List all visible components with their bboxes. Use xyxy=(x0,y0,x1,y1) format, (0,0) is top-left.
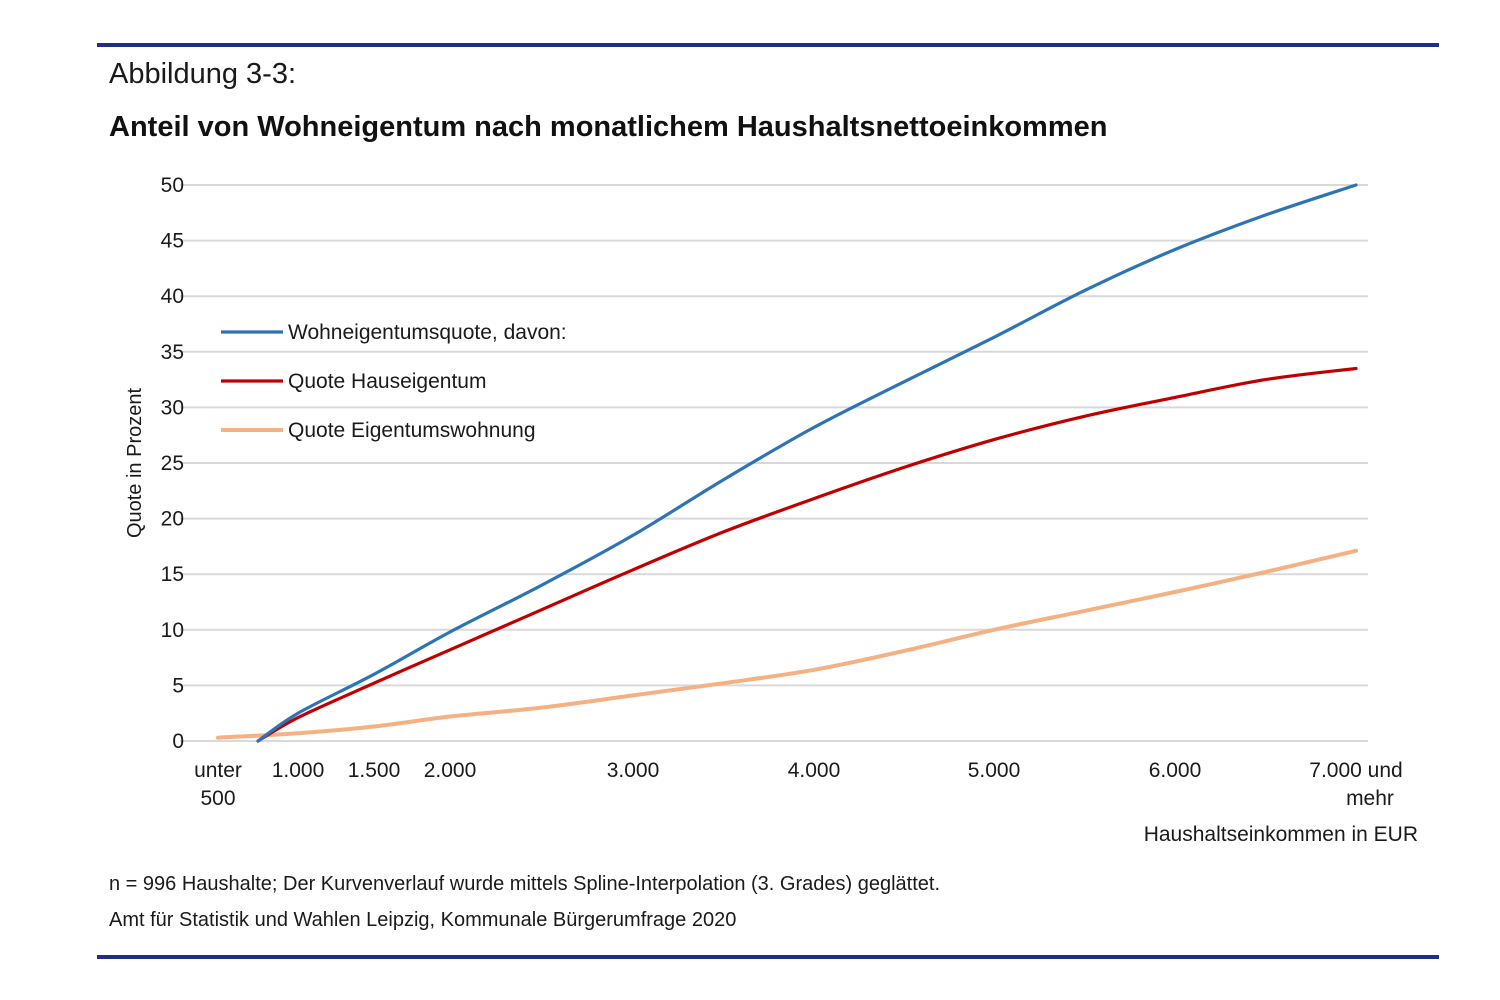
x-tick-label: 3.000 xyxy=(607,759,660,782)
x-tick-label: unter xyxy=(194,759,242,782)
source-note: Amt für Statistik und Wahlen Leipzig, Ko… xyxy=(109,909,737,931)
y-tick-label: 15 xyxy=(161,563,184,586)
x-tick-label: 7.000 und xyxy=(1309,759,1402,782)
footnote: n = 996 Haushalte; Der Kurvenverlauf wur… xyxy=(109,873,940,895)
legend: Wohneigentumsquote, davon: Quote Hauseige… xyxy=(221,321,567,442)
series-lines xyxy=(216,183,1358,743)
series-line-1 xyxy=(256,366,1358,743)
y-tick-label: 5 xyxy=(172,674,184,697)
y-axis-label: Quote in Prozent xyxy=(124,388,146,539)
bottom-rule xyxy=(97,955,1439,959)
x-tick-label: 1.000 xyxy=(272,759,325,782)
figure-label: Abbildung 3-3: xyxy=(109,58,297,90)
x-tick-label: 2.000 xyxy=(424,759,477,782)
x-tick-label: 5.000 xyxy=(968,759,1021,782)
legend-label: Wohneigentumsquote, davon: xyxy=(288,321,567,344)
x-tick-label: 4.000 xyxy=(788,759,841,782)
y-tick-label: 35 xyxy=(161,341,184,364)
y-tick-label: 20 xyxy=(161,508,184,531)
x-tick-label-line2: mehr xyxy=(1346,787,1394,810)
figure-title: Anteil von Wohneigentum nach monatlichem… xyxy=(109,111,1108,143)
y-tick-label: 10 xyxy=(161,619,184,642)
line-chart: 0 5 10 15 20 25 30 35 40 45 50 unter 500 1.000 1.500 2… xyxy=(124,174,1418,846)
y-tick-label: 40 xyxy=(161,285,184,308)
gridlines xyxy=(180,184,1368,742)
y-tick-label: 0 xyxy=(172,730,184,753)
legend-label: Quote Eigentumswohnung xyxy=(288,419,536,442)
y-tick-label: 45 xyxy=(161,230,184,253)
y-tick-labels: 0 5 10 15 20 25 30 35 40 45 50 xyxy=(161,174,184,753)
y-tick-label: 50 xyxy=(161,174,184,197)
y-tick-label: 25 xyxy=(161,452,184,475)
x-tick-label: 1.500 xyxy=(348,759,401,782)
y-tick-label: 30 xyxy=(161,396,184,419)
x-tick-label-line2: 500 xyxy=(200,787,235,810)
series-line-0 xyxy=(256,183,1358,743)
x-axis-label: Haushaltseinkommen in EUR xyxy=(1144,823,1418,846)
x-tick-label: 6.000 xyxy=(1149,759,1202,782)
x-tick-labels: unter 500 1.000 1.500 2.000 3.000 4.000 5.000 6.… xyxy=(194,759,1403,810)
legend-label: Quote Hauseigentum xyxy=(288,370,486,393)
top-rule xyxy=(97,43,1439,47)
series-line-2 xyxy=(216,548,1358,740)
